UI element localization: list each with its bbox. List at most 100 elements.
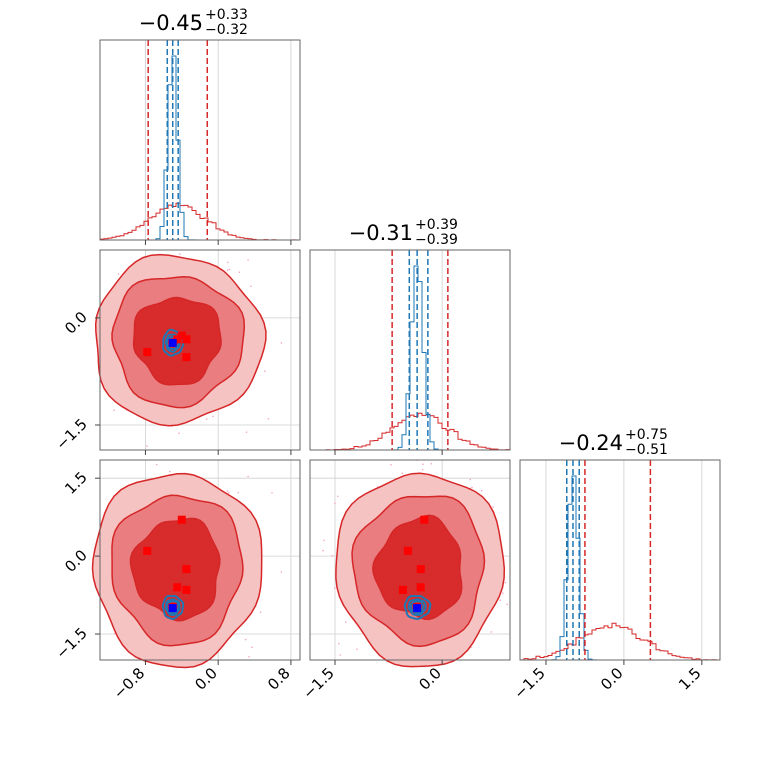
truth-marker: [168, 338, 177, 347]
truth-marker: [168, 604, 177, 613]
scatter-point: [338, 642, 340, 645]
panel-title-2: −0.24 +0.75−0.51: [559, 427, 668, 458]
scatter-point: [323, 539, 325, 542]
title-value: −0.45: [139, 11, 203, 35]
scatter-point: [251, 646, 253, 648]
scatter-point: [113, 632, 116, 635]
tick-label-x: −1.5: [510, 664, 548, 702]
scatter-point: [421, 468, 424, 471]
scatter-point: [226, 490, 229, 492]
tick-label-y: −1.5: [52, 415, 90, 453]
tick-label-x: 0.8: [264, 664, 294, 694]
scatter-point: [356, 648, 358, 650]
tick-label-x: 1.5: [675, 664, 705, 694]
marker-square: [182, 585, 191, 594]
scatter-point: [250, 285, 252, 288]
scatter-point: [430, 462, 433, 465]
tick-label-x: 0.0: [415, 664, 445, 694]
panel-frame: [99, 249, 301, 451]
title-plus: +0.39: [415, 217, 458, 233]
marker-square: [173, 583, 182, 592]
scatter-point: [490, 631, 493, 633]
title-plus: +0.75: [625, 427, 668, 443]
hist-wide-2: [519, 622, 720, 661]
scatter-point: [481, 489, 483, 492]
marker-square: [416, 565, 425, 574]
tick-label-x: −0.8: [110, 664, 148, 702]
contour-level-1: [129, 517, 221, 622]
marker-square: [143, 546, 152, 555]
marker-square: [182, 565, 191, 574]
narrow-contour: [410, 600, 425, 615]
scatter-point: [227, 261, 229, 264]
scatter-point: [334, 502, 336, 505]
hist-wide-0: [99, 202, 300, 241]
panel-title-1: −0.31 +0.39−0.39: [349, 217, 458, 248]
marker-square: [177, 331, 186, 340]
scatter-point: [178, 432, 180, 435]
hist-narrow-0: [100, 55, 300, 241]
scatter-point: [280, 571, 283, 573]
panel-2-2: [545, 460, 703, 660]
scatter-point: [331, 554, 334, 557]
panel-frame: [309, 249, 511, 451]
scatter-point: [390, 464, 392, 466]
panel-frame: [309, 459, 511, 661]
tick-label-y: −1.5: [52, 624, 90, 662]
scatter-point: [146, 445, 148, 447]
truth-marker: [413, 604, 422, 613]
panel-0-0: [145, 40, 292, 240]
scatter-point: [117, 273, 120, 275]
scatter-point: [205, 418, 208, 420]
marker-square: [143, 348, 152, 357]
scatter-point: [237, 491, 240, 494]
scatter-point: [155, 463, 158, 466]
scatter-point: [506, 603, 509, 606]
scatter-point: [271, 492, 273, 494]
scatter-point: [264, 370, 266, 373]
title-plus: +0.33: [205, 7, 248, 23]
marker-square: [420, 515, 429, 524]
title-minus: −0.51: [625, 442, 668, 458]
panel-frame: [519, 459, 721, 661]
scatter-point: [492, 506, 495, 508]
scatter-point: [499, 599, 502, 601]
tick-label-y: 0.0: [61, 308, 91, 338]
panel-1-0: [94, 250, 300, 450]
scatter-point: [212, 415, 214, 418]
scatter-point: [469, 478, 472, 481]
panel-1-1: [334, 250, 443, 450]
narrow-contour: [407, 598, 427, 617]
scatter-point: [401, 472, 404, 475]
scatter-point: [333, 587, 336, 589]
scatter-point: [247, 475, 249, 478]
scatter-point: [339, 654, 342, 656]
scatter-point: [248, 656, 250, 658]
scatter-point: [247, 259, 249, 261]
tick-label-y: 0.0: [61, 546, 91, 576]
tick-label-x: 0.0: [191, 664, 221, 694]
scatter-point: [322, 549, 324, 552]
scatter-point: [267, 418, 270, 420]
narrow-contour: [161, 595, 185, 620]
scatter-point: [226, 269, 229, 272]
panel-title-0: −0.45 +0.33−0.32: [139, 7, 248, 38]
hist-narrow-2: [520, 475, 720, 661]
scatter-point: [244, 638, 247, 641]
scatter-point: [259, 611, 262, 613]
scatter-point: [422, 463, 424, 466]
marker-square: [416, 583, 425, 592]
panel-2-1: [310, 459, 510, 668]
scatter-point: [169, 470, 171, 473]
scatter-point: [280, 342, 283, 344]
panel-frame: [99, 39, 301, 241]
marker-square: [182, 353, 191, 362]
tick-label-y: 1.5: [61, 468, 91, 498]
scatter-point: [502, 592, 504, 594]
scatter-point: [337, 495, 339, 498]
scatter-point: [504, 581, 507, 584]
scatter-point: [238, 271, 241, 274]
title-value: −0.24: [559, 431, 623, 455]
narrow-contour: [165, 600, 180, 615]
